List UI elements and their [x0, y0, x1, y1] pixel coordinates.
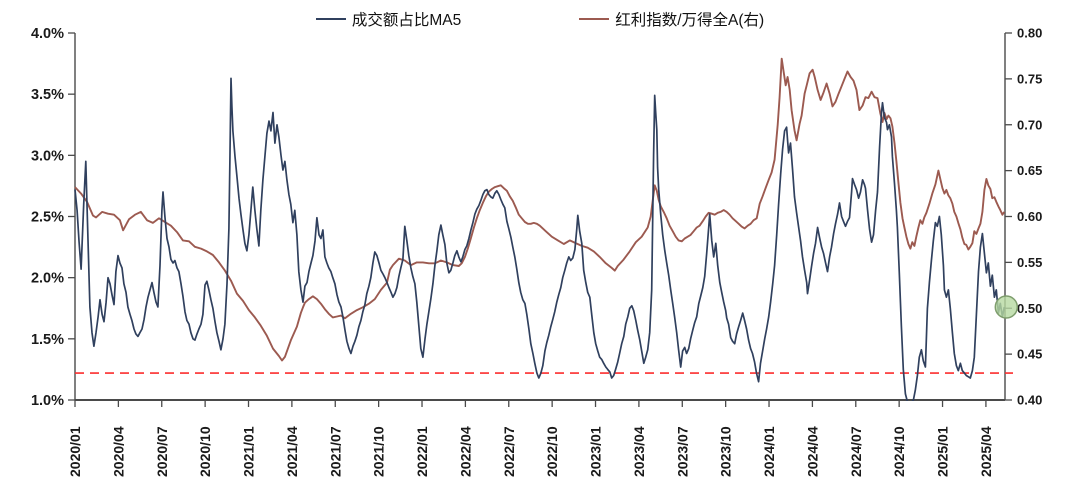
x-axis-label: 2020/01: [67, 426, 83, 477]
left-axis-label: 2.0%: [31, 271, 64, 287]
series-dividend-ratio-line: [74, 57, 1006, 362]
right-axis-label: 0.55: [1017, 255, 1042, 270]
right-axis-label: 0.80: [1017, 26, 1042, 41]
x-axis-label: 2024/07: [848, 426, 864, 477]
tick-marks: [68, 32, 1012, 407]
left-axis-label: 1.0%: [31, 393, 64, 409]
x-axis-label: 2023/04: [631, 426, 647, 477]
right-axis-label: 0.40: [1017, 393, 1042, 408]
x-axis-label: 2022/07: [501, 426, 517, 477]
x-axis-label: 2021/07: [327, 426, 343, 477]
right-axis-label: 0.60: [1017, 209, 1042, 224]
axes: [68, 32, 1012, 407]
x-axis-labels: 2020/01 2020/04 2020/07 2020/10 2021/01 2021/…: [67, 426, 994, 477]
x-axis-label: 2021/10: [371, 426, 387, 477]
x-axis-label: 2021/01: [241, 426, 257, 477]
left-axis-labels: 4.0% 3.5% 3.0% 2.5% 2.0% 1.5% 1.0%: [31, 26, 64, 409]
x-axis-label: 2025/04: [978, 426, 994, 477]
left-axis-label: 3.0%: [31, 148, 64, 164]
x-axis-label: 2020/04: [110, 426, 126, 477]
left-axis-label: 2.5%: [31, 210, 64, 226]
x-axis-label: 2024/10: [891, 426, 907, 477]
x-axis-label: 2021/04: [284, 426, 300, 477]
x-axis-label: 2023/07: [674, 426, 690, 477]
right-axis-label: 0.45: [1017, 347, 1042, 362]
x-axis-label: 2023/10: [718, 426, 734, 477]
x-axis-label: 2020/10: [197, 426, 213, 477]
x-axis-label: 2022/04: [457, 426, 473, 477]
x-axis-label: 2024/04: [804, 426, 820, 477]
right-axis-label: 0.75: [1017, 71, 1042, 86]
left-axis-label: 3.5%: [31, 87, 64, 103]
left-axis-label: 1.5%: [31, 332, 64, 348]
x-axis-label: 2022/10: [544, 426, 560, 477]
latest-point-marker: [994, 295, 1019, 319]
x-axis-label: 2023/01: [588, 426, 604, 477]
right-axis-label: 0.65: [1017, 163, 1042, 178]
x-axis-label: 2025/01: [935, 426, 951, 477]
right-axis-label: 0.50: [1017, 301, 1042, 316]
x-axis-label: 2024/01: [761, 426, 777, 477]
series-volume-share-line: [74, 77, 1006, 401]
right-axis-labels: 0.80 0.75 0.70 0.65 0.60 0.55 0.50 0.45 0.40: [1017, 26, 1042, 408]
x-axis-label: 2022/01: [414, 426, 430, 477]
right-axis-label: 0.70: [1017, 117, 1042, 132]
x-axis-label: 2020/07: [154, 426, 170, 477]
left-axis-label: 4.0%: [31, 26, 64, 42]
